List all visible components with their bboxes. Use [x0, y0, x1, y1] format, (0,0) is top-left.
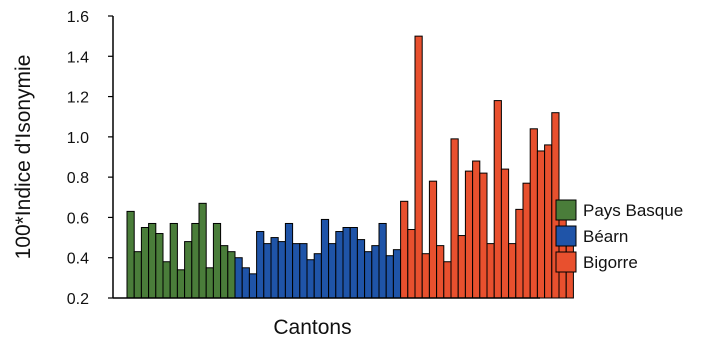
bar — [336, 232, 343, 298]
bar — [285, 223, 292, 298]
bar — [523, 183, 530, 298]
legend-label: Bigorre — [583, 253, 638, 272]
bar — [156, 234, 163, 298]
y-tick-label: 0.6 — [67, 210, 89, 227]
y-tick-label: 1.2 — [67, 90, 89, 107]
bar — [516, 209, 523, 298]
bar — [357, 240, 364, 298]
bar — [235, 258, 242, 298]
bar — [465, 171, 472, 298]
bar — [278, 242, 285, 298]
x-axis-label: Cantons — [273, 316, 351, 339]
bar — [192, 223, 199, 298]
bars — [127, 36, 573, 298]
bar — [257, 232, 264, 298]
bar — [509, 244, 516, 298]
bar — [537, 151, 544, 298]
bar — [451, 139, 458, 298]
bar — [249, 274, 256, 298]
bar — [170, 223, 177, 298]
y-tick-label: 0.4 — [67, 251, 89, 268]
bar — [307, 260, 314, 298]
bar — [343, 228, 350, 299]
bar — [300, 244, 307, 298]
bar — [127, 211, 134, 298]
bar — [458, 236, 465, 298]
bar — [415, 36, 422, 298]
legend-swatch — [556, 226, 576, 246]
bar — [177, 270, 184, 298]
bar — [264, 244, 271, 298]
y-tick-label: 1.0 — [67, 130, 89, 147]
bar — [401, 201, 408, 298]
bar — [228, 252, 235, 298]
bar — [329, 244, 336, 298]
bar — [422, 254, 429, 298]
y-axis-label: 100*Indice d'Isonymie — [12, 55, 35, 260]
y-tick-label: 0.8 — [67, 170, 89, 187]
bar — [213, 223, 220, 298]
bar — [134, 252, 141, 298]
bar — [437, 246, 444, 298]
bar — [494, 101, 501, 298]
bar — [221, 246, 228, 298]
bar — [149, 223, 156, 298]
bar — [163, 262, 170, 298]
y-tick-label: 0.2 — [67, 291, 89, 308]
bar — [199, 203, 206, 298]
y-tick-label: 1.6 — [67, 9, 89, 26]
bar — [141, 228, 148, 299]
bar — [379, 223, 386, 298]
bar — [480, 173, 487, 298]
legend: Pays Basque Béarn Bigorre — [556, 200, 683, 272]
legend-label: Pays Basque — [583, 201, 683, 220]
bar — [429, 181, 436, 298]
bar — [372, 246, 379, 298]
bar — [314, 254, 321, 298]
bar — [365, 252, 372, 298]
bar — [321, 219, 328, 298]
bar — [444, 262, 451, 298]
bar — [185, 242, 192, 298]
bar — [393, 250, 400, 298]
bar — [473, 161, 480, 298]
bar — [545, 145, 552, 298]
bar — [530, 129, 537, 298]
legend-label: Béarn — [583, 227, 628, 246]
bar — [242, 268, 249, 298]
legend-swatch — [556, 252, 576, 272]
bar — [501, 169, 508, 298]
bar — [386, 256, 393, 298]
y-axis-ticks: 0.2 0.4 0.6 0.8 1.0 1.2 1.4 1.6 — [67, 9, 113, 308]
legend-swatch — [556, 200, 576, 220]
bar — [350, 228, 357, 299]
bar — [487, 244, 494, 298]
bar — [271, 238, 278, 298]
bar — [408, 230, 415, 298]
y-tick-label: 1.4 — [67, 49, 89, 66]
bar — [206, 268, 213, 298]
bar — [293, 244, 300, 298]
